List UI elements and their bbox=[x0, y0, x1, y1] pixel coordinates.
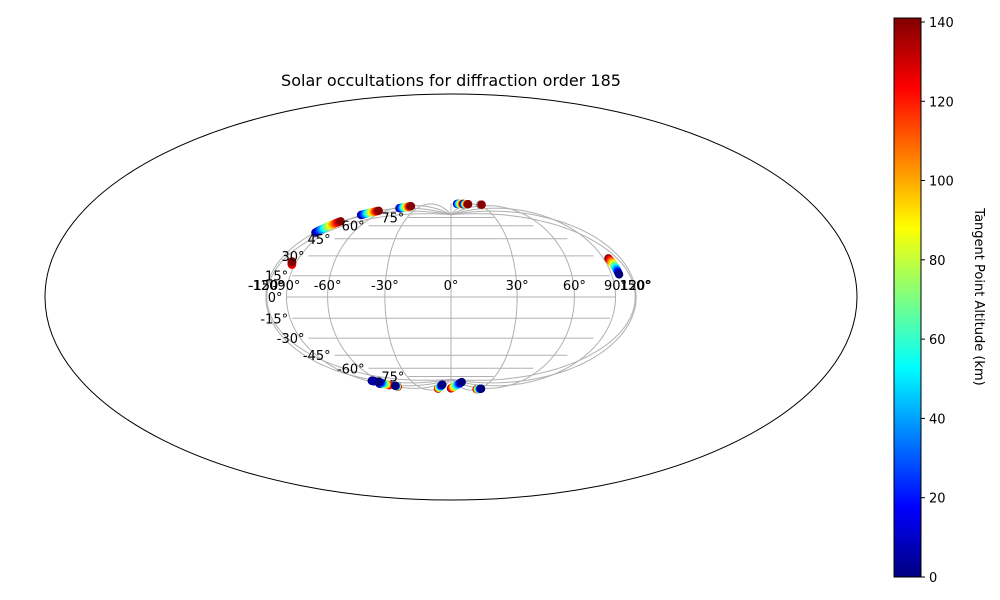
data-point bbox=[390, 381, 400, 390]
x-tick-label: -120° bbox=[248, 279, 284, 294]
x-tick-label: 0° bbox=[444, 279, 459, 294]
data-point bbox=[438, 380, 447, 389]
x-tick-label: -90° bbox=[273, 279, 301, 294]
colorbar-tick-label: 20 bbox=[929, 492, 946, 507]
meridian-line bbox=[266, 213, 452, 381]
y-tick-label: 0° bbox=[268, 291, 283, 306]
data-point bbox=[477, 200, 486, 209]
colorbar-tick-label: 0 bbox=[929, 571, 937, 586]
y-tick-label: -30° bbox=[277, 332, 305, 347]
data-point bbox=[457, 377, 466, 387]
colorbar bbox=[893, 17, 922, 578]
colorbar-tick-label: 140 bbox=[929, 16, 954, 31]
x-tick-label: 60° bbox=[563, 279, 586, 294]
colorbar-tick-label: 100 bbox=[929, 175, 954, 190]
data-point bbox=[476, 384, 486, 393]
x-tick-label: -150° bbox=[249, 279, 285, 294]
x-tick-label: -30° bbox=[371, 279, 399, 294]
colorbar-ticks: 0 20 40 60 80 100 120 140 bbox=[921, 16, 954, 586]
colorbar-tick-label: 120 bbox=[929, 95, 954, 110]
data-point bbox=[287, 257, 297, 266]
colorbar-tick-label: 60 bbox=[929, 333, 946, 348]
colorbar-label: Tangent Point Altitude (km) bbox=[971, 207, 986, 385]
data-point bbox=[614, 270, 624, 279]
x-tick-label: 90° bbox=[604, 279, 627, 294]
y-tick-label: -60° bbox=[337, 362, 365, 377]
meridian-line bbox=[450, 210, 637, 384]
y-tick-label: -15° bbox=[260, 312, 288, 327]
y-tick-labels: 75° 60° 45° 30° 15° 0° -15° -30° -45° -60° -75° bbox=[260, 212, 404, 386]
colorbar-tick-label: 40 bbox=[929, 412, 946, 427]
y-tick-label: 45° bbox=[308, 233, 331, 248]
y-tick-label: -75° bbox=[377, 371, 405, 386]
colorbar-tick-label: 80 bbox=[929, 254, 946, 269]
data-point bbox=[336, 217, 345, 226]
data-point bbox=[374, 206, 383, 215]
x-tick-labels: -150°-120°-90° -60° -30° 0° 30° 60° 90°120°150… bbox=[248, 279, 652, 294]
y-tick-label: 30° bbox=[281, 250, 304, 265]
data-point bbox=[374, 377, 383, 386]
x-tick-label: 150° bbox=[620, 279, 651, 294]
y-tick-label: 75° bbox=[381, 212, 404, 227]
data-point bbox=[406, 202, 416, 211]
meridian-line bbox=[450, 213, 636, 381]
y-tick-label: 15° bbox=[265, 270, 288, 285]
scatter-points bbox=[287, 199, 624, 394]
map-outline bbox=[44, 93, 858, 501]
y-tick-label: -45° bbox=[303, 349, 331, 364]
x-tick-label: -60° bbox=[314, 279, 342, 294]
x-tick-label: 30° bbox=[506, 279, 529, 294]
chart-title: Solar occultations for diffraction order… bbox=[281, 71, 621, 90]
y-tick-label: 60° bbox=[342, 220, 365, 235]
x-tick-label: 120° bbox=[620, 279, 651, 294]
data-point bbox=[463, 200, 473, 209]
